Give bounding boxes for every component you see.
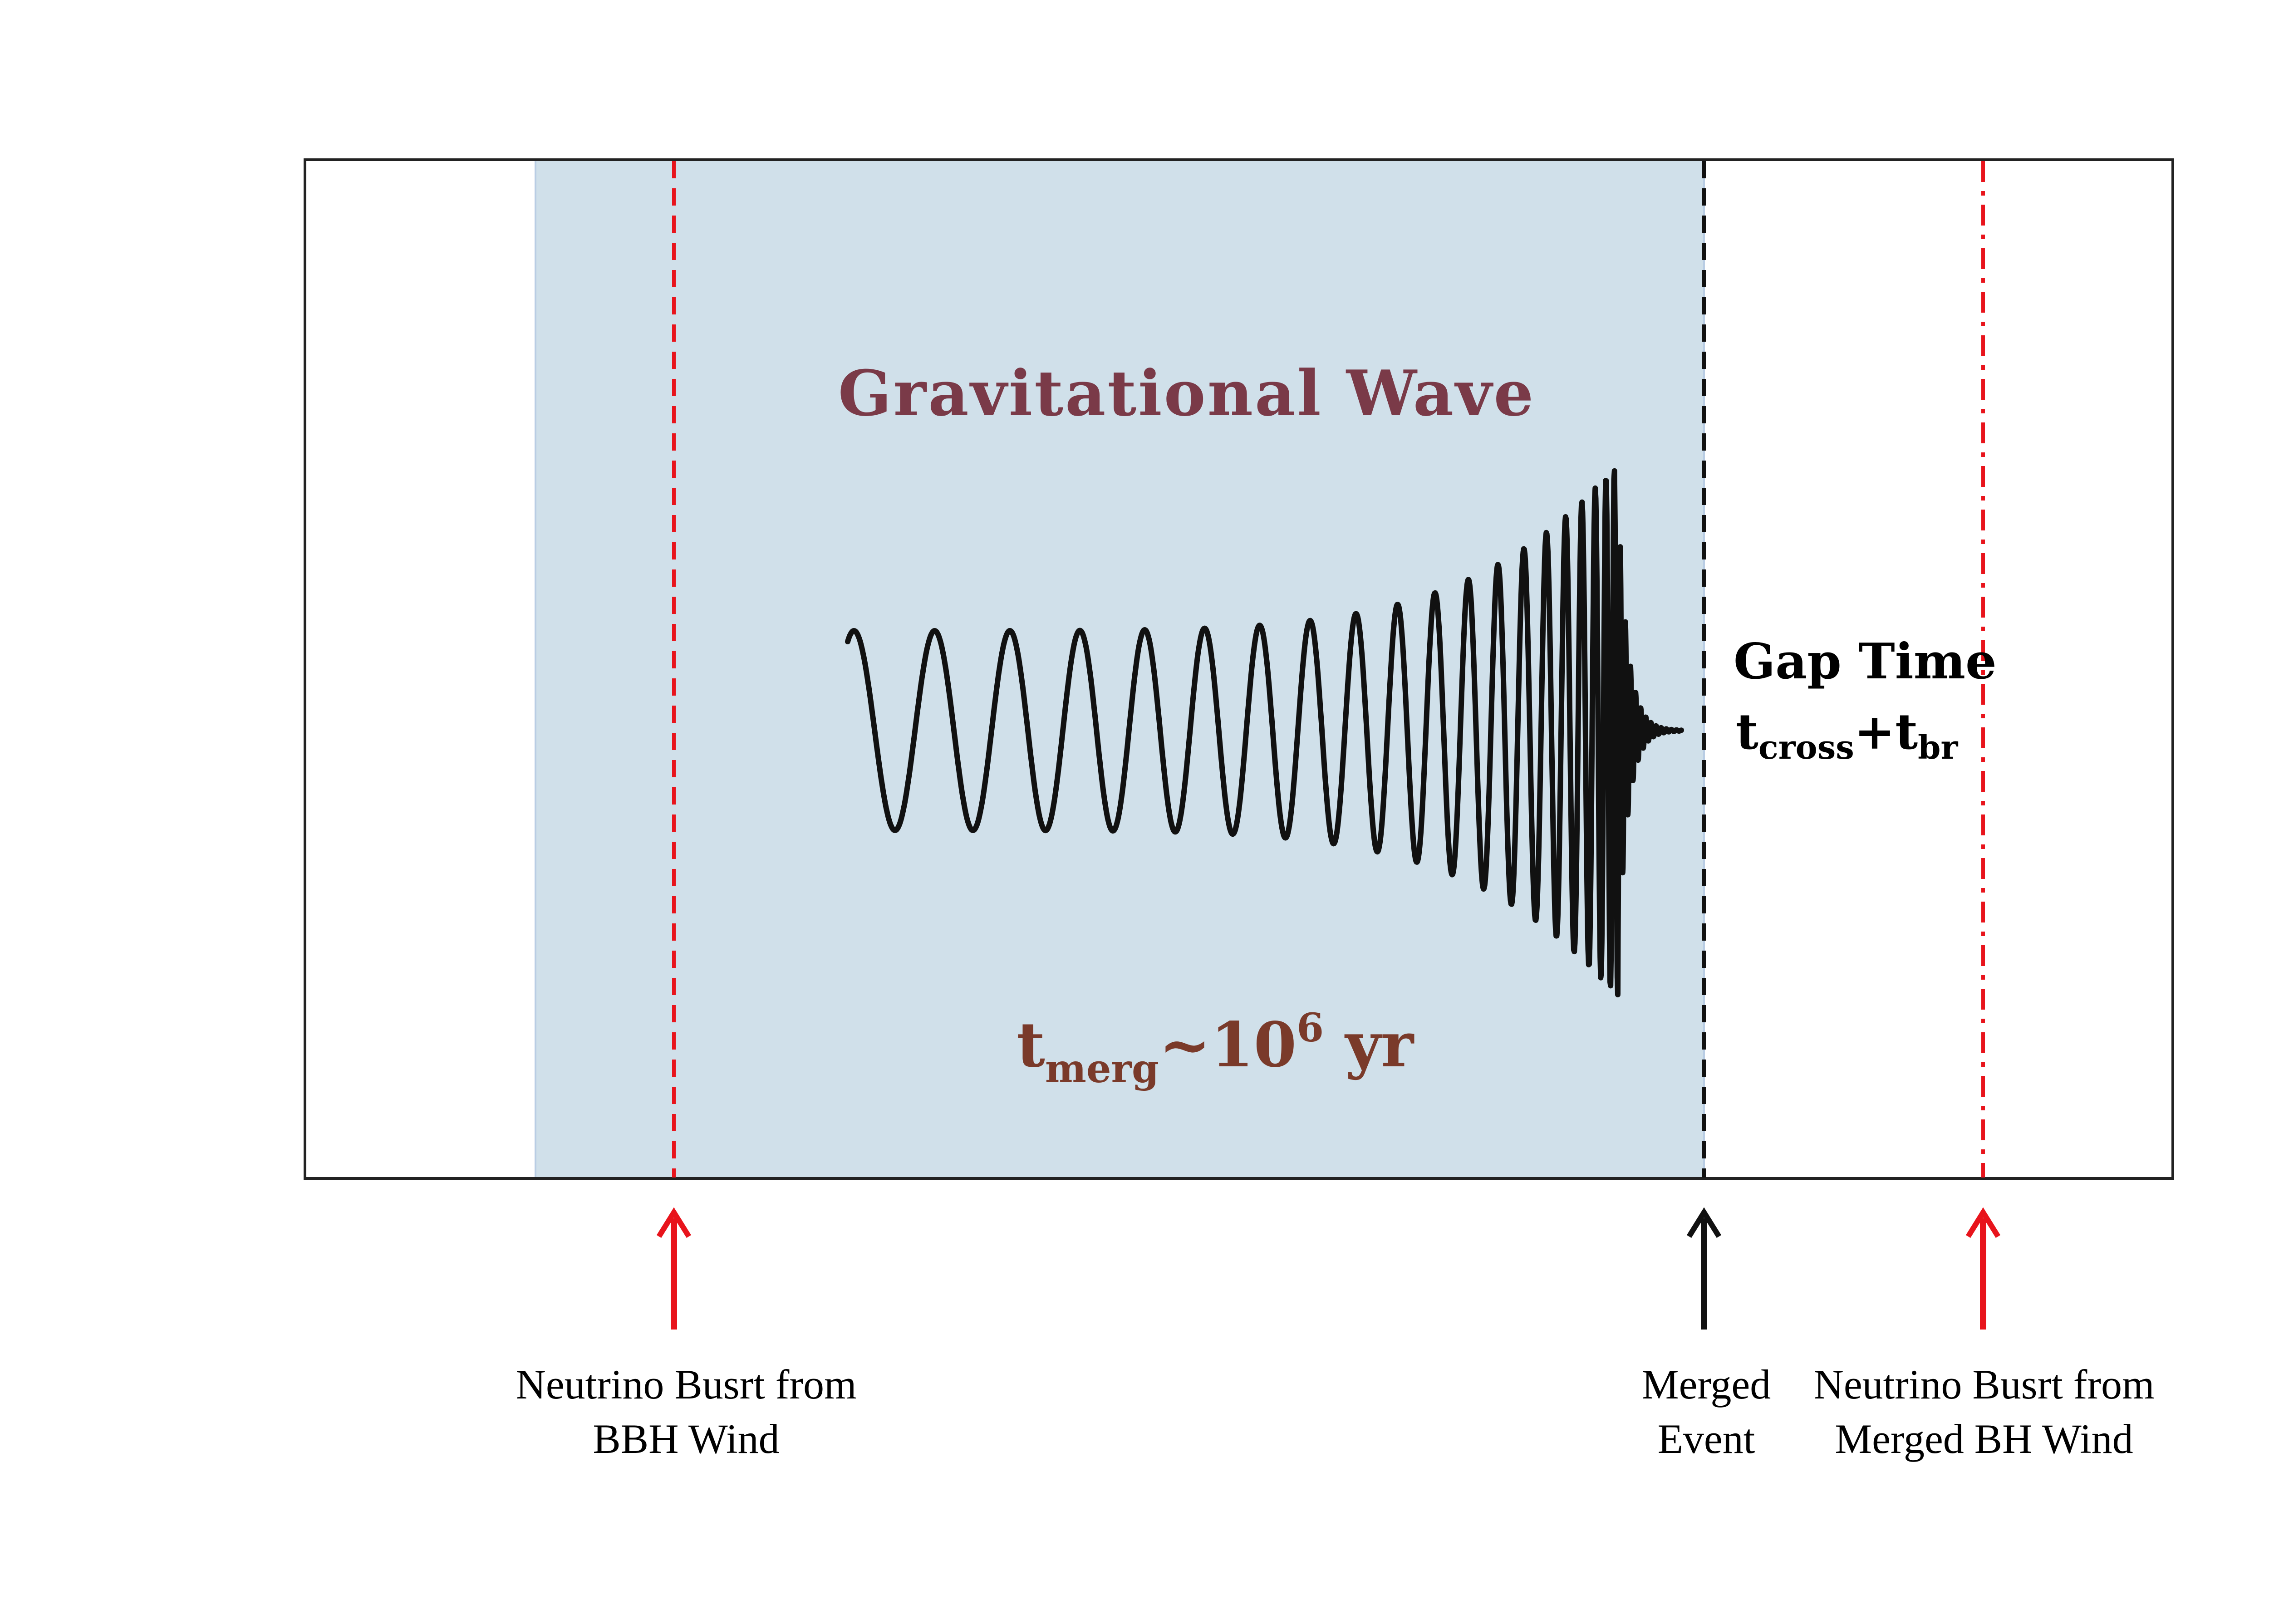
- bbh-wind-arrow: [656, 1207, 692, 1330]
- merged-bh-wind-label-line1: Neutrino Busrt from: [1813, 1361, 2154, 1408]
- merged-event-label-line1: Merged: [1642, 1361, 1771, 1408]
- merged-event-label-line2: Event: [1658, 1416, 1755, 1462]
- merger-time-label: tmerg~106 yr: [1017, 1005, 1414, 1092]
- gap-time-formula: tcross+tbr: [1736, 703, 1959, 766]
- bbh-wind-label-line2: BBH Wind: [593, 1416, 779, 1462]
- gw-title: Gravitational Wave: [838, 356, 1536, 430]
- gap-time-title: Gap Time: [1734, 633, 1997, 690]
- merged-bh-wind-arrow: [1965, 1207, 2001, 1330]
- merged-event-arrow: [1686, 1207, 1722, 1330]
- gw-shaded-region: [535, 159, 1705, 1179]
- diagram-frame: [304, 158, 2174, 1180]
- bbh-wind-label-line1: Neutrino Busrt from: [516, 1361, 856, 1408]
- merged-bh-wind-label-line2: Merged BH Wind: [1835, 1416, 2133, 1462]
- gravitational-waveform: [845, 468, 1684, 997]
